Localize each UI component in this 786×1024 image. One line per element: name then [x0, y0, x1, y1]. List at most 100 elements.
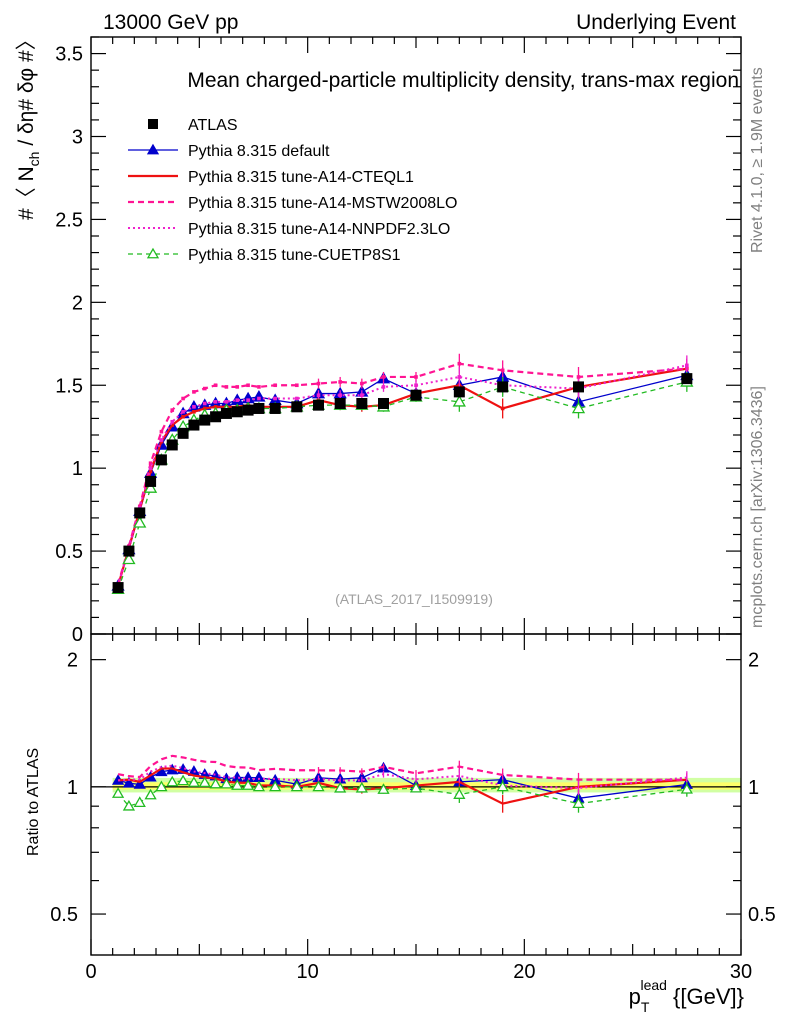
y-axis-label-main-tail: / δη# δφ #〉 [15, 29, 38, 151]
legend-marker-cuetp [146, 247, 160, 259]
atlas-point [242, 404, 254, 416]
atlas-point [378, 397, 389, 409]
series-point-nnpdf [235, 398, 240, 402]
ratio-line-mstw [117, 754, 687, 781]
legend-label-default: Pythia 8.315 default [188, 143, 330, 160]
series-point-nnpdf [213, 400, 218, 404]
y-tick-label-main: 3 [72, 127, 83, 149]
x-axis-label-tail: {[GeV]} [667, 984, 744, 1009]
atlas-point [166, 439, 178, 451]
series-point-cuetp [452, 395, 466, 407]
atlas-point [681, 373, 693, 385]
ratio-point-cuetp [269, 780, 282, 792]
series-point-nnpdf [224, 400, 229, 404]
watermark: (ATLAS_2017_I1509919) [335, 591, 493, 607]
series-point-cteql1 [170, 423, 175, 427]
y-tick-label-main: 2.5 [55, 209, 83, 231]
ratio-point-cuetp [111, 787, 125, 798]
series-point-mstw [576, 375, 581, 379]
legend-label-cuetp: Pythia 8.315 tune-CUETP8S1 [188, 247, 401, 264]
atlas-point [134, 507, 146, 519]
series-point-mstw [381, 375, 386, 379]
ratio-point-default [122, 776, 136, 788]
series-point-mstw [235, 385, 240, 389]
series-point-nnpdf [159, 438, 164, 442]
y-tick-label-ratio-left: 1 [67, 777, 78, 799]
y-tick-label-main: 0 [72, 624, 83, 646]
series-point-default [252, 390, 266, 402]
ratio-point-default [133, 778, 146, 789]
x-axis-label-sup: lead [640, 977, 666, 993]
y-tick-label-ratio-right: 1 [748, 777, 759, 799]
x-axis-label-p: p [629, 984, 641, 1009]
series-point-mstw [202, 386, 207, 391]
header-right: Underlying Event [576, 11, 736, 34]
series-point-cuetp [143, 481, 158, 493]
atlas-point [112, 582, 124, 594]
y-tick-label-ratio-right: 0.5 [748, 904, 776, 926]
atlas-point [220, 407, 232, 419]
ratio-point-cuetp [680, 782, 693, 794]
x-tick-label: 30 [730, 961, 752, 983]
series-point-nnpdf [202, 401, 207, 406]
series-point-mstw [159, 429, 164, 434]
ratio-point-cuetp [334, 781, 347, 793]
atlas-point [497, 381, 509, 393]
ratio-point-cuetp [377, 783, 390, 794]
series-point-cteql1 [500, 406, 505, 411]
atlas-point [145, 475, 157, 487]
atlas-point [313, 399, 324, 411]
series-point-mstw [273, 383, 277, 388]
atlas-point [410, 389, 422, 401]
y-tick-label-main: 3.5 [55, 44, 83, 66]
series-point-nnpdf [295, 396, 299, 401]
y-tick-label-main: 0.5 [55, 541, 83, 563]
ratio-point-cuetp [409, 781, 423, 793]
atlas-point [269, 402, 281, 414]
series-point-cteql1 [148, 469, 153, 474]
series-point-nnpdf [316, 393, 321, 397]
series-point-mstw [338, 380, 342, 384]
ratio-point-cuetp [231, 779, 244, 790]
atlas-point [573, 381, 584, 393]
atlas-point [334, 397, 346, 409]
series-point-cteql1 [181, 414, 185, 419]
series-point-nnpdf [181, 409, 185, 414]
ratio-point-cuetp [312, 780, 325, 792]
series-point-cuetp [133, 516, 147, 528]
series-point-mstw [360, 381, 364, 386]
series-point-nnpdf [360, 393, 364, 397]
ratio-point-cuetp [572, 797, 585, 809]
plot-title: Mean charged-particle multiplicity densi… [187, 69, 739, 92]
legend-label-mstw: Pythia 8.315 tune-A14-MSTW2008LO [188, 195, 457, 212]
ratio-point-cuetp [220, 777, 233, 789]
series-point-mstw [148, 461, 153, 465]
series-point-nnpdf [148, 466, 153, 470]
ratio-point-cuetp [176, 774, 190, 786]
atlas-point [291, 401, 303, 413]
series-point-nnpdf [246, 398, 250, 402]
legend-label-nnpdf: Pythia 8.315 tune-A14-NNPDF2.3LO [188, 221, 450, 238]
series-point-nnpdf [257, 396, 261, 401]
series-point-mstw [181, 396, 185, 401]
legend-marker-atlas [148, 119, 158, 129]
ratio-point-cuetp [252, 780, 266, 792]
series-point-cteql1 [192, 409, 196, 414]
y-tick-label-main: 2 [72, 292, 83, 314]
legend-label-atlas: ATLAS [188, 117, 238, 134]
ratio-point-cuetp [198, 776, 211, 788]
series-point-mstw [414, 375, 418, 379]
legend-label-cteql1: Pythia 8.315 tune-A14-CTEQL1 [188, 169, 414, 186]
series-point-mstw [192, 390, 196, 394]
series-point-mstw [295, 383, 299, 388]
side-rivet-label: Rivet 4.1.0, ≥ 1.9M events [749, 67, 766, 253]
series-point-cuetp [122, 552, 136, 565]
ratio-point-cuetp [209, 777, 222, 789]
atlas-point [188, 419, 200, 431]
y-tick-label-main: 1.5 [55, 375, 83, 397]
legend-marker-default [146, 143, 160, 155]
ratio-line-nnpdf [118, 764, 687, 790]
series-point-nnpdf [457, 375, 462, 379]
y-tick-label-ratio-left: 2 [67, 650, 78, 672]
